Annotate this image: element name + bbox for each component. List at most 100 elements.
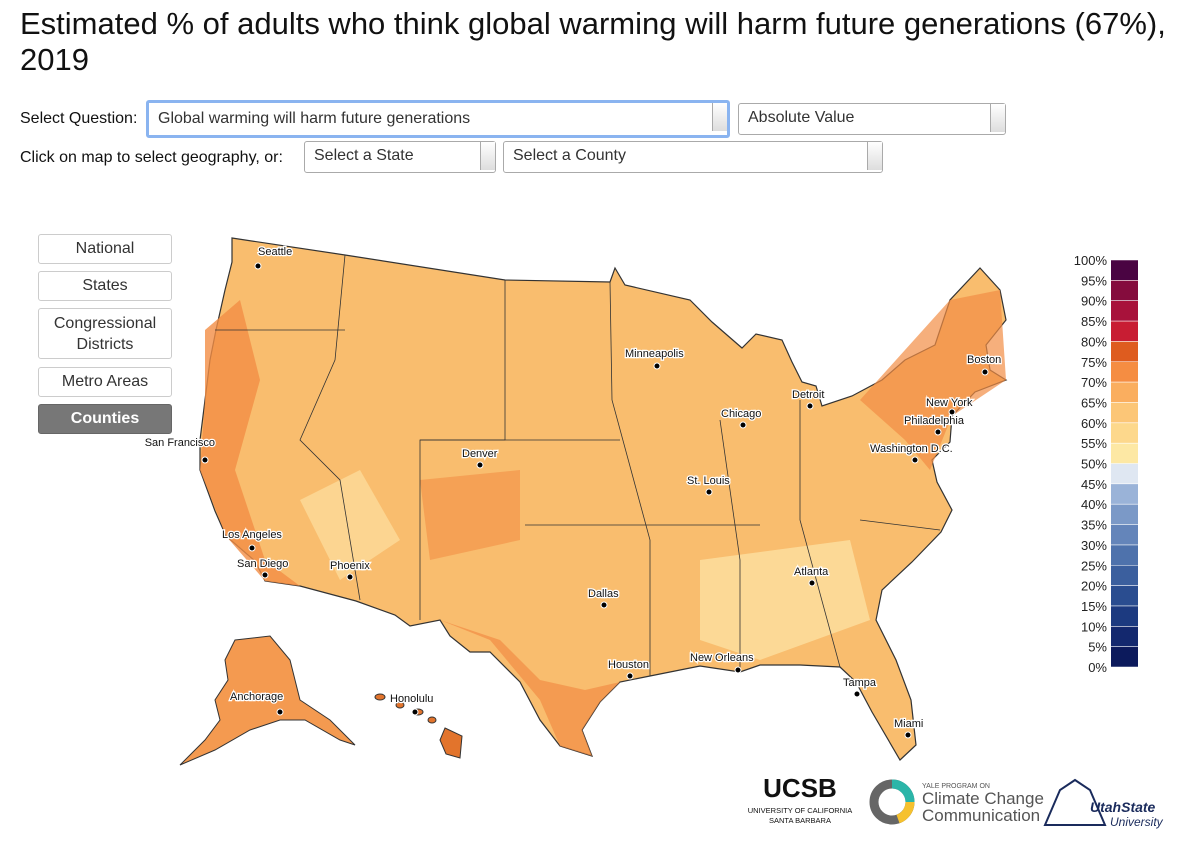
legend-label: 5% — [1088, 640, 1107, 655]
city-label: Washington D.C. — [870, 443, 953, 455]
cities: Seattle San Francisco Los Angeles San Diego… — [143, 245, 1003, 739]
legend-label: 60% — [1081, 416, 1107, 431]
city-dot — [346, 573, 354, 581]
city-dot — [739, 421, 747, 429]
legend-swatch — [1111, 626, 1138, 647]
legend: 0% 5% 10% 15% 20% 25% 30% 35% 40% 45% 50% 55% 60% 65%… — [1074, 253, 1138, 675]
legend-label: 75% — [1081, 355, 1107, 370]
city-label: Detroit — [792, 389, 824, 401]
legend-swatch — [1111, 341, 1138, 362]
high-region — [860, 290, 1006, 470]
legend-label: 25% — [1081, 558, 1107, 573]
low-region — [300, 470, 400, 580]
yale-icon — [896, 801, 915, 824]
utah-logo: UtahState — [1090, 799, 1156, 815]
city-label: Boston — [967, 354, 1001, 366]
county-select[interactable]: Select a County — [503, 141, 883, 173]
legend-swatch — [1111, 585, 1138, 606]
city-dot — [808, 579, 816, 587]
legend-label: 70% — [1081, 375, 1107, 390]
legend-label: 20% — [1081, 579, 1107, 594]
title: Estimated % of adults who think global w… — [20, 6, 1166, 77]
city-label: San Francisco — [145, 437, 215, 449]
yale-icon — [891, 779, 915, 803]
city-dot — [476, 461, 484, 469]
legend-swatch — [1111, 544, 1138, 566]
legend-label: 90% — [1081, 294, 1107, 309]
alaska[interactable] — [179, 635, 356, 766]
ucsb-sub: UNIVERSITY OF CALIFORNIA — [748, 806, 852, 815]
geography-button[interactable]: National — [38, 234, 172, 264]
city-label: St. Louis — [687, 475, 730, 487]
city-label: Tampa — [843, 677, 877, 689]
legend-label: 40% — [1081, 497, 1107, 512]
legend-swatch — [1111, 382, 1138, 403]
legend-swatch — [1111, 361, 1138, 383]
city-dot — [806, 402, 814, 410]
legend-swatch — [1111, 646, 1138, 667]
legend-swatch — [1111, 280, 1138, 301]
question-select[interactable]: Global warming will harm future generati… — [146, 100, 730, 138]
legend-swatch — [1111, 300, 1138, 322]
city-dot — [261, 571, 269, 579]
legend-swatch — [1111, 321, 1138, 342]
legend-label: 95% — [1081, 273, 1107, 288]
city-label: Philadelphia — [904, 415, 965, 427]
map[interactable]: Seattle San Francisco Los Angeles San Diego… — [143, 237, 1008, 766]
legend-swatch — [1111, 422, 1138, 444]
legend-label: 80% — [1081, 334, 1107, 349]
geography-button[interactable]: Congressional Districts — [38, 308, 172, 359]
legend-swatch — [1111, 565, 1138, 586]
city-dot — [653, 362, 661, 370]
question-label: Select Question: — [20, 110, 138, 127]
legend-swatch — [1111, 605, 1138, 627]
city-label: New Orleans — [690, 652, 754, 664]
city-label: Chicago — [721, 408, 761, 420]
legend-label: 50% — [1081, 457, 1107, 472]
geography-button[interactable]: Counties — [38, 404, 172, 434]
high-region — [420, 470, 520, 560]
legend-swatch — [1111, 524, 1138, 545]
low-region — [700, 540, 870, 660]
legend-swatch — [1111, 504, 1138, 525]
city-dot — [904, 731, 912, 739]
city-dot — [276, 708, 284, 716]
city-dot — [948, 408, 956, 416]
city-label: New York — [926, 397, 973, 409]
hawaii[interactable] — [374, 693, 463, 759]
geography-button[interactable]: Metro Areas — [38, 367, 172, 397]
legend-label: 15% — [1081, 599, 1107, 614]
legend-label: 65% — [1081, 395, 1107, 410]
city-dot — [600, 601, 608, 609]
city-dot — [248, 544, 256, 552]
city-dot — [981, 368, 989, 376]
state-borders — [215, 254, 941, 676]
city-dot — [626, 672, 634, 680]
city-label: Miami — [894, 718, 923, 730]
utah-icon — [1043, 778, 1107, 826]
legend-label: 10% — [1081, 619, 1107, 634]
legend-swatch — [1111, 443, 1138, 464]
measure-select[interactable]: Absolute Value — [738, 103, 1006, 135]
legend-swatch — [1111, 463, 1138, 484]
geography-button[interactable]: States — [38, 271, 172, 301]
city-label: Seattle — [258, 246, 292, 258]
legend-label: 30% — [1081, 538, 1107, 553]
city-dot — [853, 690, 861, 698]
legend-swatch — [1111, 260, 1138, 281]
city-label: Houston — [608, 659, 649, 671]
legend-label: 85% — [1081, 314, 1107, 329]
state-select[interactable]: Select a State — [304, 141, 496, 173]
city-label: Anchorage — [230, 691, 283, 703]
city-label: Minneapolis — [625, 348, 684, 360]
legend-swatch — [1111, 402, 1138, 423]
city-dot — [411, 708, 419, 716]
utah-logo: University — [1110, 815, 1164, 829]
city-label: San Diego — [237, 558, 288, 570]
legend-swatch — [1111, 483, 1138, 505]
city-dot — [201, 456, 209, 464]
yale-logo: Communication — [922, 806, 1040, 825]
city-label: Honolulu — [390, 693, 433, 705]
city-dot — [911, 456, 919, 464]
